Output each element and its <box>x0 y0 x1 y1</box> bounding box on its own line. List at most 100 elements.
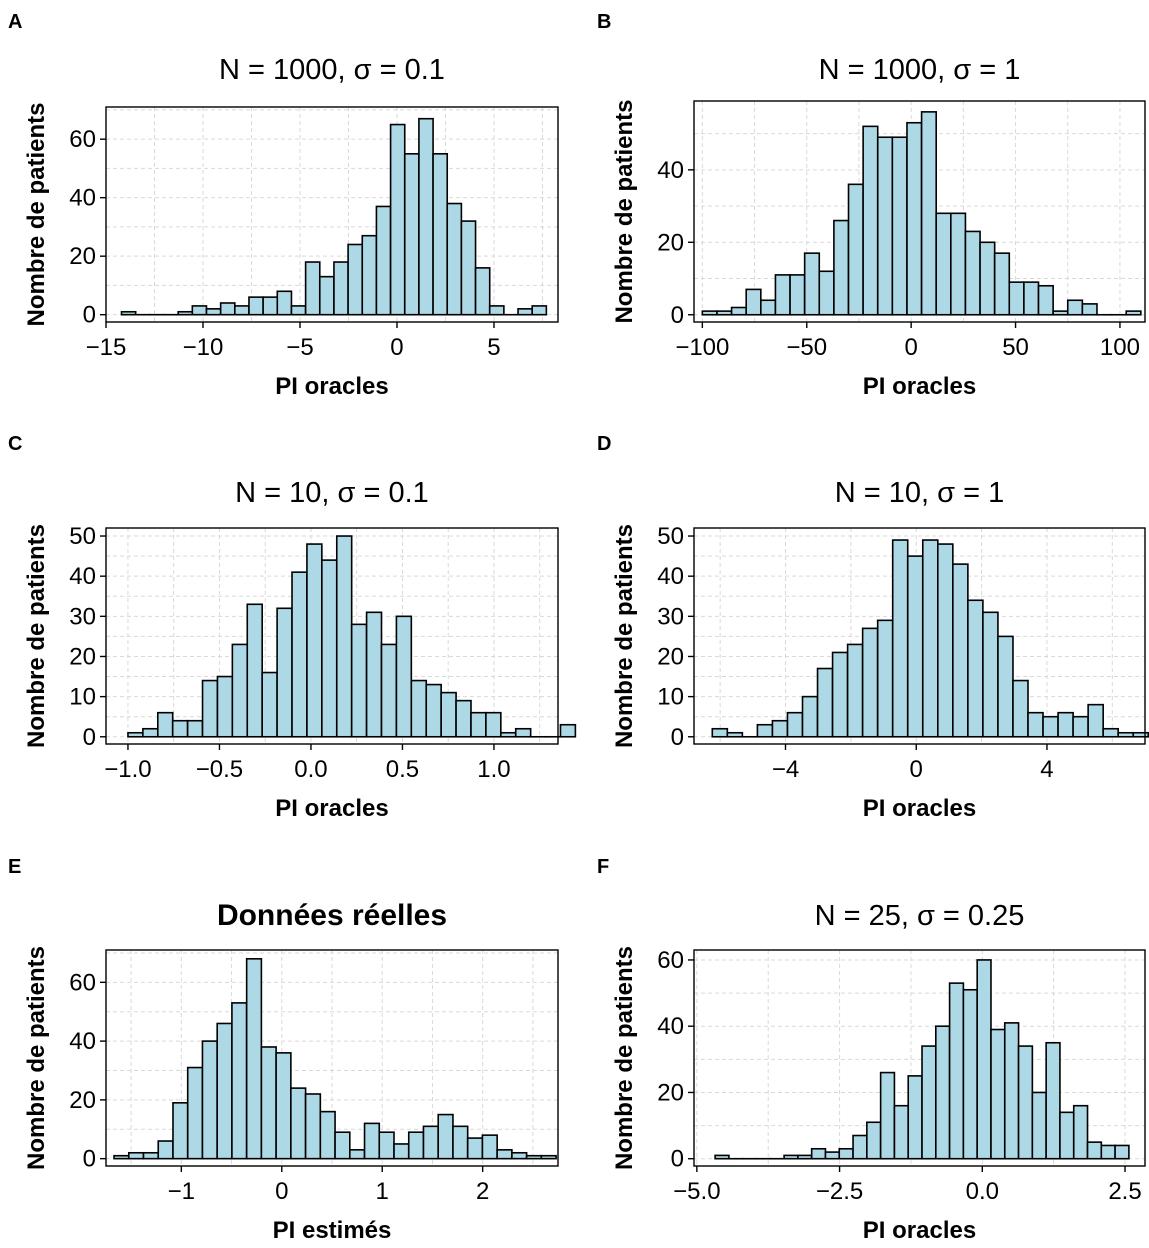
y-axis-label: Nombre de patients <box>611 946 638 1170</box>
bar <box>559 723 577 738</box>
bar <box>248 296 264 316</box>
bar <box>306 543 323 738</box>
y-tick-label: 40 <box>69 185 96 212</box>
bar <box>833 219 850 316</box>
y-tick-label: 50 <box>657 523 684 550</box>
y-tick-label: 40 <box>657 1013 684 1040</box>
bar <box>496 1149 513 1160</box>
bar <box>893 1104 910 1160</box>
bar <box>1102 727 1120 738</box>
y-tick-label: 30 <box>657 603 684 630</box>
bar <box>171 719 189 738</box>
y-axis-label: Nombre de patients <box>23 102 50 326</box>
panel-letter: D <box>597 433 611 455</box>
bar <box>432 153 449 316</box>
bar <box>1087 703 1104 738</box>
y-axis-label: Nombre de patients <box>23 946 50 1170</box>
bar <box>1066 299 1084 316</box>
bar <box>745 288 762 316</box>
bar <box>365 611 383 738</box>
x-tick-label: 2.5 <box>1108 1178 1141 1205</box>
x-tick-label: 0 <box>390 334 403 361</box>
bar <box>861 627 879 738</box>
bar <box>730 306 747 316</box>
bar <box>393 1143 410 1160</box>
bar <box>452 1125 469 1160</box>
x-axis: −4 0 4 <box>772 744 1054 783</box>
bar <box>201 1040 218 1160</box>
y-tick-label: 40 <box>657 157 684 184</box>
bar <box>191 305 208 316</box>
y-axis: 0 20 40 60 <box>657 947 694 1173</box>
bars <box>120 117 548 316</box>
bar <box>1081 303 1098 316</box>
bars <box>113 958 557 1160</box>
x-axis-label: PI estimés <box>273 1217 392 1244</box>
bar <box>276 607 293 738</box>
panel-a: A N = 1000, σ = 0.1 −15 −10 −5 0 5 0 20 40 60 PI or… <box>8 11 559 400</box>
bars <box>701 111 1142 316</box>
bar <box>852 1134 868 1160</box>
bar <box>275 1052 292 1160</box>
panel-letter: C <box>8 433 22 455</box>
bar <box>120 310 137 316</box>
bar <box>803 252 821 316</box>
x-axis-label: PI oracles <box>863 1217 976 1244</box>
x-tick-label: 0.0 <box>966 1178 999 1205</box>
bar <box>455 699 472 738</box>
bar <box>907 1075 923 1160</box>
bar <box>993 252 1011 316</box>
bar <box>395 615 413 738</box>
plot-border <box>693 949 1146 1167</box>
bar <box>500 731 517 738</box>
bar <box>321 559 338 738</box>
bar <box>1052 310 1069 316</box>
x-axis: −1 0 1 2 <box>168 1166 489 1205</box>
bar <box>937 543 954 738</box>
x-axis-label: PI oracles <box>863 373 976 400</box>
bar <box>488 305 505 316</box>
y-axis: 0 20 40 <box>657 157 694 329</box>
bar <box>771 719 789 738</box>
y-tick-label: 0 <box>83 724 96 751</box>
x-axis: −5.0 −2.5 0.0 2.5 <box>673 1166 1142 1205</box>
x-axis-label: PI oracles <box>275 373 388 400</box>
plot-border <box>105 527 559 745</box>
bar <box>1045 1041 1061 1160</box>
y-tick-label: 20 <box>69 243 96 270</box>
bar <box>514 727 532 738</box>
bar <box>403 153 420 316</box>
bar <box>816 667 834 738</box>
y-axis: 0 10 20 30 40 50 <box>657 523 694 751</box>
bar <box>378 1131 395 1160</box>
bar <box>1114 1144 1130 1160</box>
bar <box>774 274 791 316</box>
bar <box>531 305 548 316</box>
bar <box>1037 284 1054 316</box>
bar <box>921 539 939 738</box>
bar <box>231 643 249 738</box>
bar <box>335 535 353 738</box>
y-tick-label: 40 <box>69 563 96 590</box>
y-axis-label: Nombre de patients <box>23 524 50 748</box>
y-tick-label: 20 <box>69 1087 96 1114</box>
x-tick-label: 1 <box>376 1178 389 1205</box>
bar <box>177 310 194 316</box>
x-tick-label: −0.5 <box>196 756 243 783</box>
bar <box>964 230 981 316</box>
bar <box>142 727 159 738</box>
bar <box>797 1154 813 1160</box>
y-tick-label: 0 <box>671 1146 684 1173</box>
bar <box>847 183 864 316</box>
x-tick-label: 0.5 <box>386 756 419 783</box>
bar <box>1125 310 1142 316</box>
y-axis-label: Nombre de patients <box>611 524 638 748</box>
y-axis-label: Nombre de patients <box>611 99 638 323</box>
bar <box>891 539 909 738</box>
panel-b: B N = 1000, σ = 1 −100 −50 0 50 100 0 20 40 PI ora… <box>597 11 1146 400</box>
x-tick-label: 5 <box>487 334 500 361</box>
bar <box>1031 1091 1047 1160</box>
bar <box>333 261 349 316</box>
